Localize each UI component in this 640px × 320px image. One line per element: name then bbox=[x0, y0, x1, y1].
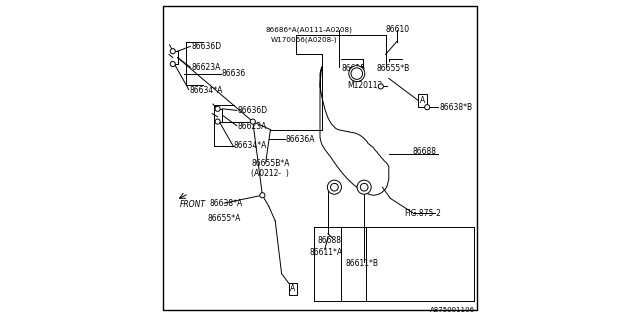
Circle shape bbox=[260, 193, 265, 198]
Text: 86636D: 86636D bbox=[237, 106, 268, 115]
Text: 86636D: 86636D bbox=[191, 42, 221, 51]
Text: 86634*A: 86634*A bbox=[189, 86, 223, 95]
Text: 86634*A: 86634*A bbox=[234, 141, 267, 150]
Text: 86611*A: 86611*A bbox=[310, 248, 343, 257]
Text: 86688: 86688 bbox=[317, 236, 342, 245]
Text: W170066(A0208-): W170066(A0208-) bbox=[270, 37, 337, 43]
Text: A: A bbox=[290, 284, 296, 293]
Text: (A0212-  ): (A0212- ) bbox=[251, 169, 289, 178]
Text: 86610: 86610 bbox=[385, 25, 410, 34]
Circle shape bbox=[349, 66, 365, 82]
Circle shape bbox=[357, 180, 371, 194]
Text: 86611*B: 86611*B bbox=[346, 259, 379, 268]
Text: FIG.875-2: FIG.875-2 bbox=[404, 209, 441, 218]
Circle shape bbox=[378, 84, 383, 89]
Text: FRONT: FRONT bbox=[180, 200, 206, 209]
Text: 86636: 86636 bbox=[221, 69, 246, 78]
Text: 86655*B: 86655*B bbox=[376, 64, 410, 73]
Circle shape bbox=[360, 183, 368, 191]
Text: A875001106: A875001106 bbox=[430, 307, 475, 313]
Text: 86638*B: 86638*B bbox=[439, 103, 472, 112]
Circle shape bbox=[170, 61, 175, 67]
Text: 86638*A: 86638*A bbox=[210, 199, 243, 208]
Circle shape bbox=[215, 106, 220, 111]
Circle shape bbox=[327, 180, 342, 194]
Circle shape bbox=[170, 49, 175, 54]
Text: 86655B*A: 86655B*A bbox=[251, 159, 290, 168]
Text: 86688: 86688 bbox=[413, 147, 437, 156]
Circle shape bbox=[330, 183, 338, 191]
Text: 86655*A: 86655*A bbox=[207, 214, 241, 223]
Text: M120113: M120113 bbox=[347, 81, 383, 90]
Circle shape bbox=[351, 68, 362, 79]
Text: A: A bbox=[420, 96, 425, 105]
Text: 86636A: 86636A bbox=[285, 135, 315, 144]
Text: 86623A: 86623A bbox=[237, 122, 267, 131]
Circle shape bbox=[250, 119, 255, 124]
Circle shape bbox=[215, 119, 220, 124]
Text: 86623A: 86623A bbox=[191, 63, 220, 72]
Text: 86686*A(A0111-A0208): 86686*A(A0111-A0208) bbox=[266, 26, 353, 33]
Circle shape bbox=[425, 105, 430, 110]
Text: 86615: 86615 bbox=[342, 64, 366, 73]
